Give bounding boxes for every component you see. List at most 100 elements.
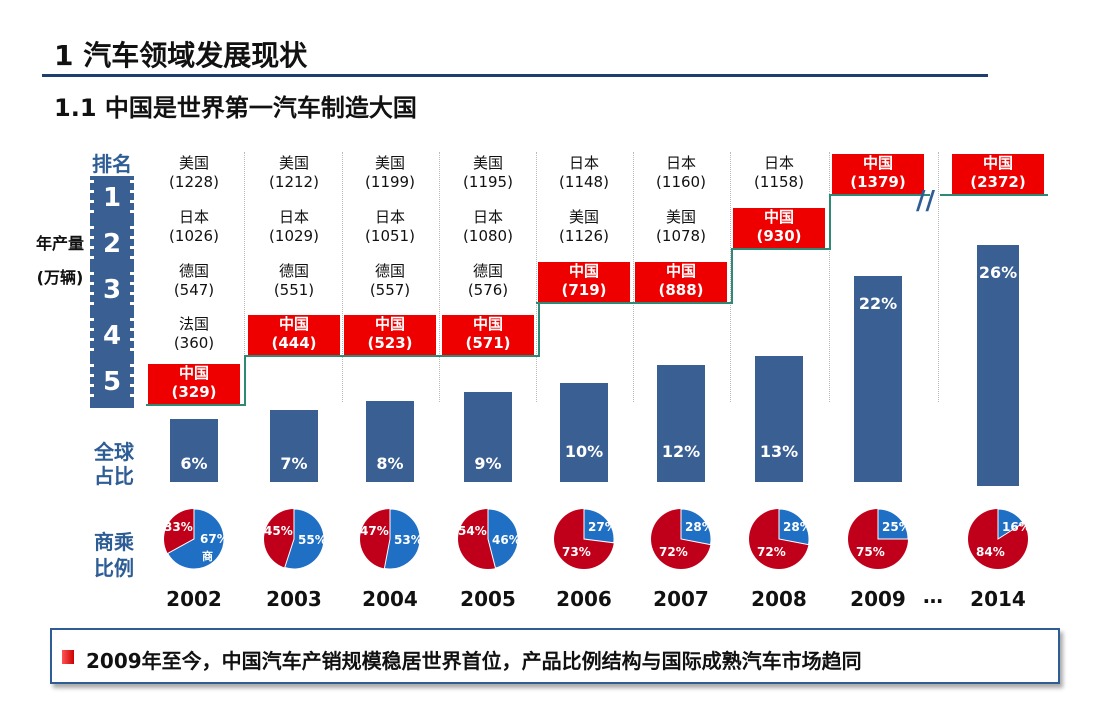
film-notch	[90, 348, 94, 351]
rank-number: 1	[94, 178, 130, 218]
commercial-slice	[680, 508, 712, 546]
country-rank-cell: 德国 (557)	[344, 262, 436, 302]
step-line	[633, 302, 733, 304]
title-divider	[42, 74, 988, 77]
step-line	[731, 248, 831, 250]
film-notch	[130, 394, 134, 397]
country-rank-cell: 德国 (547)	[148, 262, 240, 302]
film-notch	[130, 256, 134, 259]
production-value: (1051)	[365, 227, 415, 245]
country-rank-cell: 法国 (360)	[148, 315, 240, 355]
axis-break-icon: //	[916, 186, 935, 216]
passenger-share-label: 54%	[458, 524, 487, 538]
production-value: (1228)	[169, 173, 219, 191]
page-subtitle: 1.1 中国是世界第一汽车制造大国	[54, 94, 417, 122]
share-bar-label: 7%	[280, 454, 308, 473]
film-notch	[130, 384, 134, 387]
year-label: 2014	[970, 587, 1026, 611]
china-rank-cell: 中国 (719)	[538, 262, 630, 304]
film-notch	[130, 318, 134, 321]
ratio-pie	[748, 508, 810, 570]
film-notch	[130, 328, 134, 331]
step-line	[536, 302, 636, 304]
year-label: 2006	[556, 587, 612, 611]
share-bar-label: 10%	[564, 442, 604, 461]
china-rank-cell: 中国 (329)	[148, 364, 240, 406]
share-bar-label: 13%	[759, 442, 799, 461]
step-line-riser	[244, 355, 246, 406]
share-bar	[560, 383, 608, 482]
step-line-riser	[829, 194, 831, 250]
production-value: (1199)	[365, 173, 415, 191]
country-name: 美国	[472, 154, 503, 172]
production-value: (1080)	[463, 227, 513, 245]
production-value: (576)	[467, 281, 509, 299]
column-separator	[632, 152, 634, 402]
country-name: 日本	[374, 208, 405, 226]
commercial-share-label: 53%	[394, 533, 423, 547]
commercial-share-label: 67%	[200, 532, 229, 546]
film-notch	[130, 302, 134, 305]
year-label: 2003	[266, 587, 322, 611]
share-bar-label: 22%	[858, 294, 898, 313]
country-name: 美国	[374, 154, 405, 172]
share-bar-label: 9%	[474, 454, 502, 473]
share-bar-label: 26%	[978, 263, 1018, 282]
commercial-share-label: 28%	[685, 520, 714, 534]
share-label-line1: 全球	[94, 440, 134, 464]
commercial-share-label: 25%	[882, 520, 911, 534]
step-line-riser	[731, 248, 733, 304]
ratio-label-line2: 比例	[94, 556, 134, 580]
step-line	[146, 404, 246, 406]
ratio-pie	[163, 508, 225, 570]
production-value: (444)	[271, 334, 317, 352]
film-notch	[130, 338, 134, 341]
country-rank-cell: 日本 (1158)	[733, 154, 825, 194]
country-name: 日本	[763, 154, 794, 172]
country-name: 日本	[278, 208, 309, 226]
china-rank-cell: 中国 (1379)	[832, 154, 924, 196]
passenger-share-label: 47%	[360, 524, 389, 538]
share-bar	[854, 276, 902, 482]
passenger-share-label: 72%	[757, 545, 786, 559]
share-bar-label: 12%	[661, 442, 701, 461]
film-notch	[90, 272, 94, 275]
ratio-pie-chart	[554, 508, 615, 569]
ratio-pie-chart	[458, 508, 519, 569]
commercial-share-label: 28%	[783, 520, 812, 534]
production-label-line1: 年产量	[35, 234, 84, 253]
film-notch	[90, 292, 94, 295]
country-name: 日本	[568, 154, 599, 172]
country-name: 美国	[178, 154, 209, 172]
film-notch	[90, 190, 94, 193]
section-title: 1 汽车领域发展现状	[54, 39, 308, 72]
commercial-slice	[583, 508, 615, 544]
rank-label: 排名	[92, 152, 132, 176]
rank-number: 3	[94, 270, 130, 310]
step-line	[830, 194, 930, 196]
commercial-share-label: 27%	[588, 520, 617, 534]
country-rank-cell: 日本 (1051)	[344, 208, 436, 248]
production-value: (329)	[171, 383, 217, 401]
production-value: (557)	[369, 281, 411, 299]
rank-filmstrip: 1 2 3 4 5	[90, 176, 134, 408]
year-label: 2002	[166, 587, 222, 611]
production-value: (888)	[658, 281, 704, 299]
year-label: 2009	[850, 587, 906, 611]
ratio-pie-chart	[360, 508, 421, 570]
production-value: (1195)	[463, 173, 513, 191]
year-label: 2005	[460, 587, 516, 611]
film-notch	[90, 394, 94, 397]
column-separator	[536, 152, 537, 402]
step-line	[440, 355, 540, 357]
china-rank-cell: 中国 (444)	[248, 315, 340, 357]
production-value: (930)	[756, 227, 802, 245]
bullet-icon	[62, 650, 74, 664]
column-separator	[244, 152, 245, 402]
film-notch	[130, 246, 134, 249]
film-notch	[130, 236, 134, 239]
year-label: 2004	[362, 587, 418, 611]
country-name: 中国	[472, 315, 503, 333]
film-notch	[90, 328, 94, 331]
film-notch	[90, 364, 94, 367]
